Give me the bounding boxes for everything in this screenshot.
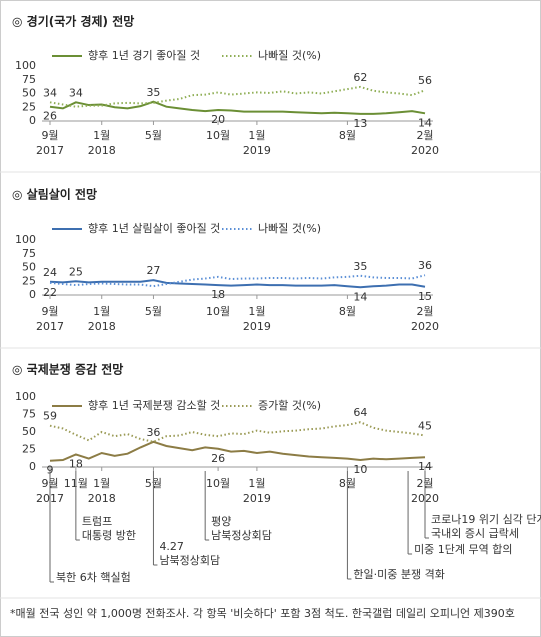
x-year-label: 2017 bbox=[36, 144, 64, 157]
y-tick-label: 0 bbox=[29, 460, 36, 473]
x-tick-label: 1월 bbox=[248, 477, 265, 490]
x-tick-label: 5월 bbox=[145, 129, 162, 142]
data-label: 35 bbox=[146, 86, 160, 99]
y-tick-label: 50 bbox=[22, 261, 36, 274]
footnote: *매월 전국 성인 약 1,000명 전화조사. 각 항목 '비슷하다' 포함 … bbox=[10, 606, 515, 620]
x-tick-label: 10월 bbox=[206, 129, 230, 142]
data-label: 15 bbox=[418, 290, 432, 303]
y-tick-label: 0 bbox=[29, 114, 36, 127]
y-tick-label: 25 bbox=[22, 100, 36, 113]
x-tick-label: 1월 bbox=[248, 305, 265, 318]
data-label: 34 bbox=[43, 86, 57, 99]
series-line bbox=[49, 100, 426, 115]
data-label: 64 bbox=[353, 406, 367, 419]
data-label: 22 bbox=[43, 286, 57, 299]
y-tick-label: 75 bbox=[22, 408, 36, 421]
data-label: 14 bbox=[418, 116, 432, 129]
x-year-label: 2017 bbox=[36, 320, 64, 333]
x-tick-label: 2월 bbox=[416, 129, 433, 142]
x-tick-label: 10월 bbox=[206, 477, 230, 490]
annotation: 남북정상회담 bbox=[211, 529, 272, 542]
data-label: 14 bbox=[353, 290, 367, 303]
section-title: ◎ 살림살이 전망 bbox=[12, 187, 97, 202]
annotation: 국내외 증시 급락세 bbox=[431, 527, 519, 540]
legend-label: 증가할 것(%) bbox=[258, 399, 321, 412]
y-tick-label: 75 bbox=[22, 247, 36, 260]
data-label: 36 bbox=[146, 426, 160, 439]
legend-label: 향후 1년 살림살이 좋아질 것 bbox=[88, 222, 220, 235]
y-tick-label: 25 bbox=[22, 443, 36, 456]
data-label: 9 bbox=[47, 464, 54, 477]
x-tick-label: 1월 bbox=[93, 129, 110, 142]
x-tick-label: 2월 bbox=[416, 305, 433, 318]
x-year-label: 2018 bbox=[88, 492, 116, 505]
x-year-label: 2019 bbox=[243, 320, 271, 333]
y-tick-label: 100 bbox=[15, 233, 36, 246]
x-tick-label: 1월 bbox=[93, 477, 110, 490]
legend-label: 나빠질 것(%) bbox=[258, 49, 321, 62]
x-tick-label: 9월 bbox=[41, 305, 58, 318]
x-tick-label: 5월 bbox=[145, 305, 162, 318]
series-line bbox=[49, 421, 426, 443]
series-line bbox=[49, 279, 426, 289]
data-label: 25 bbox=[69, 265, 83, 278]
annotation: 북한 6차 핵실험 bbox=[56, 571, 131, 584]
section-title: ◎ 경기(국가 경제) 전망 bbox=[12, 14, 134, 29]
x-tick-label: 1월 bbox=[93, 305, 110, 318]
y-tick-label: 100 bbox=[15, 59, 36, 72]
series-line bbox=[49, 85, 426, 108]
x-tick-label: 9월 bbox=[41, 129, 58, 142]
data-label: 56 bbox=[418, 74, 432, 87]
annotation: 미중 1단계 무역 합의 bbox=[414, 543, 512, 556]
series-line bbox=[49, 440, 426, 462]
data-label: 27 bbox=[146, 264, 160, 277]
x-year-label: 2018 bbox=[88, 320, 116, 333]
y-tick-label: 75 bbox=[22, 73, 36, 86]
annotation: 코로나19 위기 심각 단계 bbox=[431, 513, 541, 526]
annotation: 평양 bbox=[211, 515, 231, 528]
data-label: 45 bbox=[418, 420, 432, 433]
y-tick-label: 100 bbox=[15, 390, 36, 403]
data-label: 26 bbox=[211, 452, 225, 465]
section-title: ◎ 국제분쟁 증감 전망 bbox=[12, 362, 123, 377]
data-label: 18 bbox=[69, 457, 83, 470]
data-label: 62 bbox=[353, 71, 367, 84]
annotation: 남북정상회담 bbox=[159, 554, 220, 567]
x-tick-label: 8월 bbox=[339, 129, 356, 142]
annotation: 트럼프 bbox=[82, 515, 112, 528]
x-tick-label: 8월 bbox=[339, 305, 356, 318]
data-label: 14 bbox=[418, 460, 432, 473]
data-label: 20 bbox=[211, 113, 225, 126]
data-label: 13 bbox=[353, 117, 367, 130]
x-year-label: 2020 bbox=[411, 144, 439, 157]
series-line bbox=[49, 274, 426, 288]
y-tick-label: 50 bbox=[22, 87, 36, 100]
y-tick-label: 25 bbox=[22, 274, 36, 287]
legend-label: 향후 1년 국제분쟁 감소할 것 bbox=[88, 399, 220, 412]
x-year-label: 2018 bbox=[88, 144, 116, 157]
annotation: 4.27 bbox=[159, 540, 184, 553]
x-year-label: 2020 bbox=[411, 320, 439, 333]
x-year-label: 2019 bbox=[243, 144, 271, 157]
y-tick-label: 0 bbox=[29, 288, 36, 301]
data-label: 35 bbox=[353, 260, 367, 273]
data-label: 18 bbox=[211, 288, 225, 301]
annotation: 대통령 방한 bbox=[82, 529, 136, 542]
legend-label: 나빠질 것(%) bbox=[258, 222, 321, 235]
annotation: 한일·미중 분쟁 격화 bbox=[353, 567, 444, 581]
x-tick-label: 10월 bbox=[206, 305, 230, 318]
data-label: 34 bbox=[69, 86, 83, 99]
y-tick-label: 50 bbox=[22, 425, 36, 438]
data-label: 10 bbox=[353, 463, 367, 476]
x-tick-label: 1월 bbox=[248, 129, 265, 142]
data-label: 24 bbox=[43, 266, 57, 279]
data-label: 26 bbox=[43, 110, 57, 123]
data-label: 59 bbox=[43, 410, 57, 423]
legend-label: 향후 1년 경기 좋아질 것 bbox=[88, 49, 200, 62]
data-label: 36 bbox=[418, 259, 432, 272]
x-year-label: 2019 bbox=[243, 492, 271, 505]
